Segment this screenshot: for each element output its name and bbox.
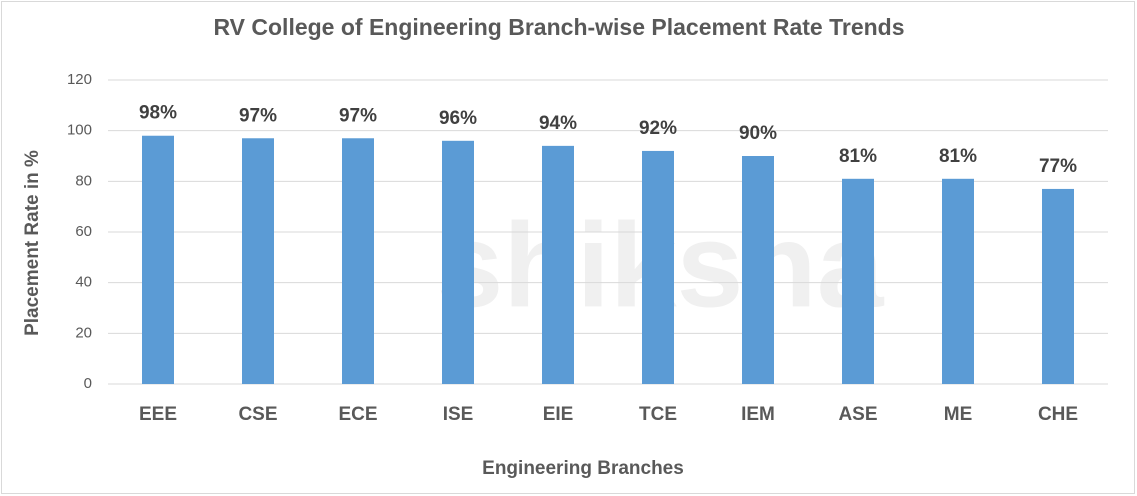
x-tick-label: ASE (838, 404, 877, 425)
bar (1042, 188, 1074, 384)
x-tick-label: ISE (443, 404, 474, 425)
y-axis-label: Placement Rate in % (22, 150, 43, 336)
y-tick-label: 20 (75, 324, 92, 341)
x-tick-label: CHE (1038, 404, 1078, 425)
value-label: 97% (239, 105, 277, 126)
y-tick-label: 120 (67, 71, 92, 88)
bar (642, 150, 674, 384)
value-label: 90% (739, 123, 777, 144)
x-tick-label: EEE (139, 404, 177, 425)
x-tick-label: EIE (543, 404, 574, 425)
bar (442, 140, 474, 384)
x-tick-label: ME (944, 404, 973, 425)
bar (942, 178, 974, 384)
y-tick-label: 40 (75, 274, 92, 291)
value-label: 96% (439, 108, 477, 129)
x-tick-label: ECE (338, 404, 377, 425)
value-label: 97% (339, 105, 377, 126)
value-label: 81% (939, 146, 977, 167)
x-tick-label: TCE (639, 404, 677, 425)
bar (542, 145, 574, 384)
x-axis-label: Engineering Branches (482, 458, 684, 479)
bar (242, 138, 274, 384)
value-label: 77% (1039, 156, 1077, 177)
x-tick-label: CSE (238, 404, 277, 425)
y-tick-label: 60 (75, 223, 92, 240)
value-label: 81% (839, 146, 877, 167)
bar (342, 138, 374, 384)
bar (842, 178, 874, 384)
y-tick-label: 100 (67, 122, 92, 139)
y-tick-label: 0 (84, 375, 92, 392)
y-tick-label: 80 (75, 172, 92, 189)
bar (742, 156, 774, 384)
x-tick-label: IEM (741, 404, 775, 425)
bar (142, 135, 174, 384)
value-label: 92% (639, 118, 677, 139)
value-label: 94% (539, 113, 577, 134)
chart-title: RV College of Engineering Branch-wise Pl… (213, 14, 904, 40)
value-label: 98% (139, 103, 177, 124)
